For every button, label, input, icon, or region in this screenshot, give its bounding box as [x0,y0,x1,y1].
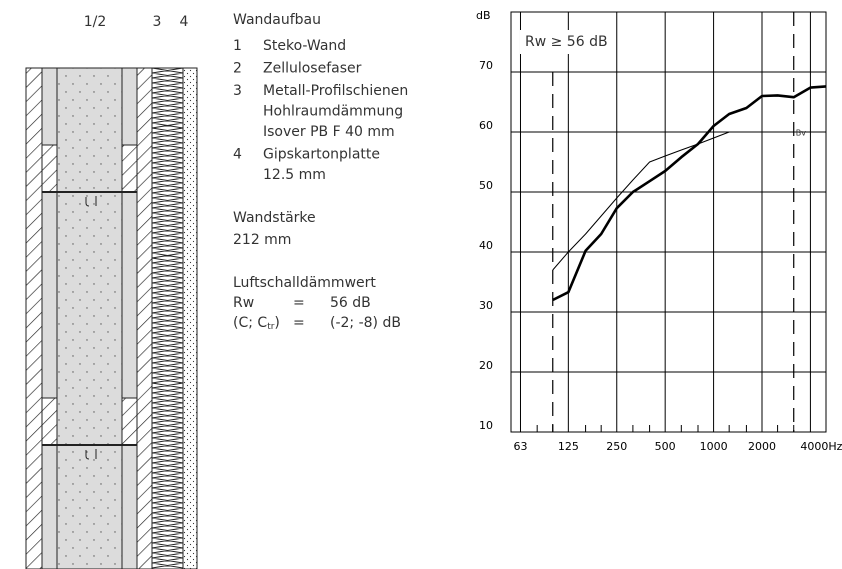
section-title: Luftschalldämmwert [233,275,376,291]
section-title: Wandaufbau [233,12,321,28]
layer-text: Hohlraumdämmung [263,104,403,120]
steko-outer [25,67,43,569]
x-tick-label: 4000Hz [800,440,842,453]
name-part: (C; C [233,315,267,331]
layer-label: 3 [153,14,162,30]
joint [121,144,138,193]
annotation: Rw ≥ 56 dB [525,34,608,50]
series-line [552,131,794,271]
layer-number: 1 [233,38,242,54]
wall-section: 1/2 3 4 [25,14,198,569]
annotation-bg [520,30,606,54]
x-tick-label: 1000 [700,440,728,453]
description: Wandaufbau 1 Steko-Wand 2 Zellulosefaser 3 Met… [233,12,408,332]
layer-number: 3 [233,83,242,99]
name-part: Rw [233,295,254,311]
joint [121,397,138,446]
x-tick-label: 500 [655,440,676,453]
profile [136,67,153,569]
row-name: Rw [233,295,254,311]
y-tick-label: 10 [479,419,493,432]
y-tick-label: 60 [479,119,493,132]
y-tick-label: 30 [479,299,493,312]
cellulose [56,67,123,569]
joint [41,144,58,193]
series-line [552,85,827,302]
section-title: Wandstärke [233,210,316,226]
gypsum [182,67,198,569]
chart: dB 10 20 30 40 50 60 70 63 125 250 500 1000 2000 4000H… [476,9,842,453]
layer-text: 12.5 mm [263,167,326,183]
layer-text: Metall-Profilschienen [263,83,408,99]
fastener [85,196,97,207]
layer-label: 1/2 [84,14,107,30]
layer-text: Zellulosefaser [263,61,362,77]
layer-number: 2 [233,61,242,77]
layer-text: Isover PB F 40 mm [263,124,395,140]
row-value: (-2; -8) dB [330,315,401,331]
y-tick-label: 40 [479,239,493,252]
y-tick-label: 70 [479,59,493,72]
layer-text: Steko-Wand [263,38,346,54]
y-axis-label: dB [476,9,491,22]
steko-board [121,67,138,569]
x-tick-label: 2000 [748,440,776,453]
curve-label: Bv [796,129,806,138]
row-name: (C; Ctr) [233,315,280,332]
name-part: tr [267,322,275,332]
row-eq: = [293,315,305,331]
y-tick-label: 50 [479,179,493,192]
layer-label: 4 [180,14,189,30]
joint [41,397,58,446]
thickness: 212 mm [233,232,291,248]
fastener [85,449,97,460]
x-tick-label: 63 [513,440,527,453]
plot-frame [510,11,827,433]
x-tick-label: 125 [558,440,579,453]
y-tick-label: 20 [479,359,493,372]
x-tick-label: 250 [606,440,627,453]
row-value: 56 dB [330,295,371,311]
steko-board [41,67,58,569]
layer-number: 4 [233,147,242,163]
row-eq: = [293,295,305,311]
name-part: ) [274,315,279,331]
layer-text: Gipskartonplatte [263,147,380,163]
